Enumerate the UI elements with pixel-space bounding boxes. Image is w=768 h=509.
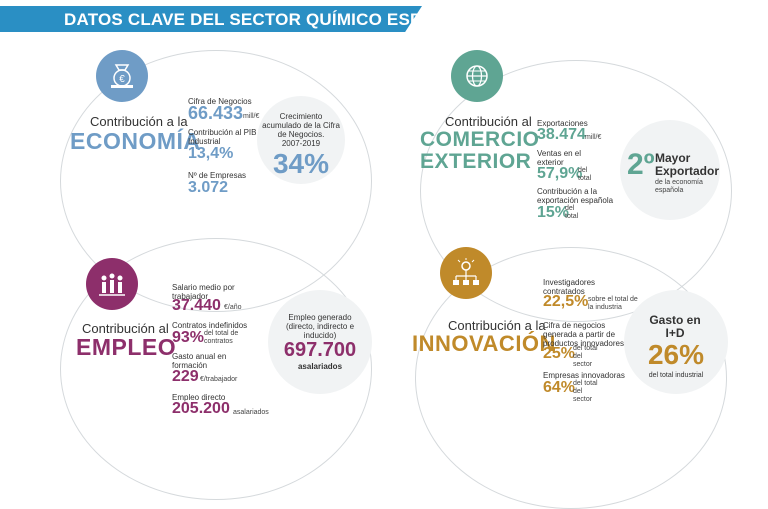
empleo-directo-label: Empleo directo xyxy=(172,393,226,402)
comercio-heading-line1: COMERCIO xyxy=(420,128,540,151)
empleo-pre-label: Contribución al xyxy=(82,321,169,336)
exportador-sub: de la economía española xyxy=(655,179,703,194)
empleo-generado-label: Empleo generado xyxy=(288,313,352,322)
empresas-innovadoras-value: 64% xyxy=(543,379,576,396)
cifra-negocios-value: 66.433 xyxy=(188,103,244,123)
gasto-formacion-unit: €/trabajador xyxy=(200,376,238,383)
exportaciones-value: 38.474 xyxy=(537,126,586,143)
economia-pre-label: Contribución a la xyxy=(90,114,188,129)
exportaciones-label: Exportaciones xyxy=(537,119,588,128)
crecimiento-value: 34% xyxy=(272,148,330,179)
cifra-innovadores-unit: del total del sector xyxy=(573,345,598,368)
page-title: DATOS CLAVE DEL SECTOR QUÍMICO ESPAÑOL xyxy=(64,10,470,29)
cifra-innovadores-label: Cifra de negocios generada a partir de p… xyxy=(543,321,624,348)
empresas-value: 3.072 xyxy=(188,179,229,196)
globe-icon xyxy=(451,50,503,102)
crecimiento-bubble xyxy=(257,96,345,184)
exportador-bubble xyxy=(620,120,720,220)
salario-value: 37.440 xyxy=(172,297,221,314)
crecimiento-label: Crecimiento acumulado de la Cifra de Neg… xyxy=(262,112,340,139)
cifra-negocios-label: Cifra de Negocios xyxy=(188,97,252,106)
crecimiento-years: 2007-2019 xyxy=(281,139,321,148)
innovacion-pre-label: Contribución a la xyxy=(448,318,546,333)
empresas-innovadoras-label: Empresas innovadoras xyxy=(543,371,625,380)
contrib-export-value: 15% xyxy=(537,204,570,221)
empleo-generado-sub: (directo, indirecto e inducido) xyxy=(285,322,355,340)
contratos-label: Contratos indefinidos xyxy=(172,321,248,330)
exportador-title: Mayor Exportador xyxy=(655,151,720,178)
ventas-unit: del total xyxy=(578,167,592,182)
empresas-innovadoras-unit: del total del sector xyxy=(573,380,598,403)
pib-value: 13,4% xyxy=(188,145,234,162)
empleo-heading: EMPLEO xyxy=(76,334,177,360)
people-icon xyxy=(86,258,138,310)
ventas-label: Ventas en el exterior xyxy=(537,149,582,167)
network-lightbulb-icon xyxy=(440,247,492,299)
economia-heading: ECONOMÍA xyxy=(70,128,201,154)
salario-label: Salario medio por trabajador xyxy=(172,283,235,301)
cifra-innovadores-value: 25% xyxy=(543,345,576,362)
salario-unit: €/año xyxy=(224,304,242,311)
pib-label: Contribución al PIB Industrial xyxy=(188,128,257,146)
comercio-pre-label: Contribución al xyxy=(445,114,532,129)
empresas-label: Nº de Empresas xyxy=(188,171,247,180)
innovacion-heading: INNOVACIÓN xyxy=(412,331,556,356)
gasto-formacion-value: 229 xyxy=(172,368,199,385)
contratos-value: 93% xyxy=(172,329,205,346)
empleo-generado-value: 697.700 xyxy=(283,339,357,361)
contrib-export-unit: del total xyxy=(565,205,579,220)
money-bag-icon: € xyxy=(96,50,148,102)
title-banner xyxy=(0,6,422,32)
gasto-id-bubble xyxy=(624,290,728,394)
empleo-directo-unit: asalariados xyxy=(233,409,269,416)
investigadores-unit: sobre el total de la industria xyxy=(588,296,638,311)
gasto-id-unit: del total industrial xyxy=(648,372,704,379)
empleo-generado-bubble xyxy=(268,290,372,394)
gasto-formacion-label: Gasto anual en formación xyxy=(172,352,227,370)
cifra-negocios-unit: mill/€ xyxy=(243,113,260,120)
exportador-rank: 2º xyxy=(627,148,655,181)
comercio-heading-line2: EXTERIOR xyxy=(420,150,532,173)
contrib-export-label: Contribución a la exportación española xyxy=(537,187,614,205)
gasto-id-value: 26% xyxy=(647,339,705,370)
investigadores-value: 22,5% xyxy=(543,293,589,310)
ventas-value: 57,9% xyxy=(537,165,583,182)
contratos-unit: del total de contratos xyxy=(204,330,239,345)
empleo-directo-value: 205.200 xyxy=(172,400,230,417)
gasto-id-label: Gasto en I+D xyxy=(649,313,701,340)
investigadores-label: Investigadores contratados xyxy=(543,278,596,296)
empleo-generado-unit: asalariados xyxy=(297,362,343,371)
exportaciones-unit: mill/€ xyxy=(585,134,602,141)
svg-text:€: € xyxy=(119,74,125,85)
